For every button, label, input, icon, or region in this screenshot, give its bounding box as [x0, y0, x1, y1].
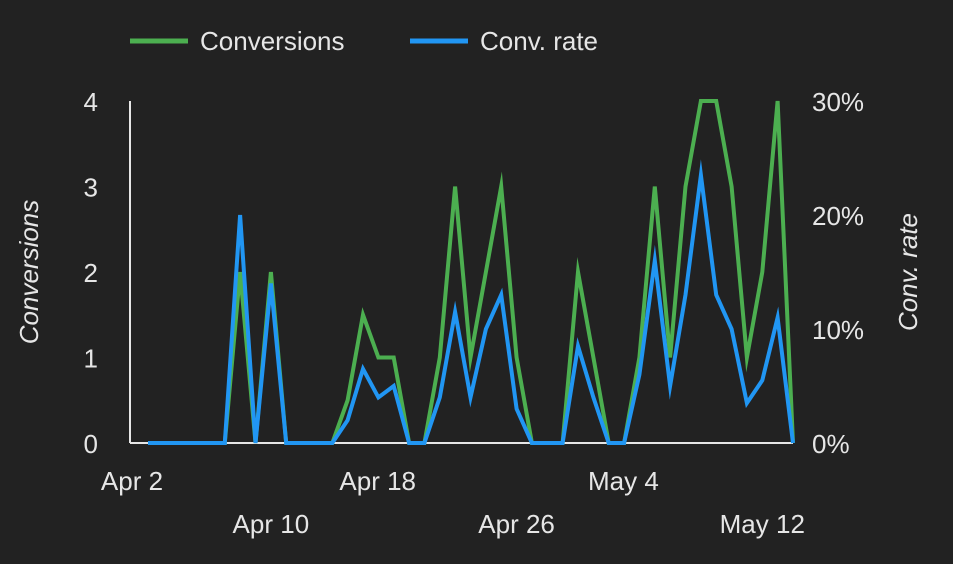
x-tick-label: Apr 10 — [233, 509, 310, 539]
y-left-tick-label: 0 — [84, 429, 98, 459]
chart-axes — [129, 101, 793, 444]
chart-legend: Conversions Conv. rate — [130, 26, 598, 56]
y-right-tick-label: 30% — [812, 87, 864, 117]
series-line-conv-rate — [148, 159, 795, 445]
legend-label: Conv. rate — [480, 26, 598, 56]
axis-titles: Conversions Conv. rate — [14, 200, 923, 345]
y-right-tick-label: 0% — [812, 429, 850, 459]
y-left-tick-label: 1 — [84, 344, 98, 374]
series-layer — [148, 99, 795, 445]
x-tick-label: May 4 — [588, 466, 659, 496]
legend-label: Conversions — [200, 26, 345, 56]
y-right-tick-label: 10% — [812, 315, 864, 345]
y-left-tick-label: 4 — [84, 87, 98, 117]
x-tick-label: May 12 — [720, 509, 805, 539]
y-left-tick-label: 3 — [84, 173, 98, 203]
x-tick-label: Apr 18 — [339, 466, 416, 496]
y-left-axis-title: Conversions — [14, 200, 44, 345]
y-right-axis-title: Conv. rate — [893, 213, 923, 331]
y-right-tick-label: 20% — [812, 201, 864, 231]
tick-labels: 0 1 2 3 4 0% 10% 20% 30% Apr 2 Apr 18 May 4 Apr 10 Ap… — [84, 87, 865, 539]
y-left-tick-label: 2 — [84, 258, 98, 288]
x-tick-label: Apr 26 — [478, 509, 555, 539]
x-tick-label: Apr 2 — [101, 466, 163, 496]
